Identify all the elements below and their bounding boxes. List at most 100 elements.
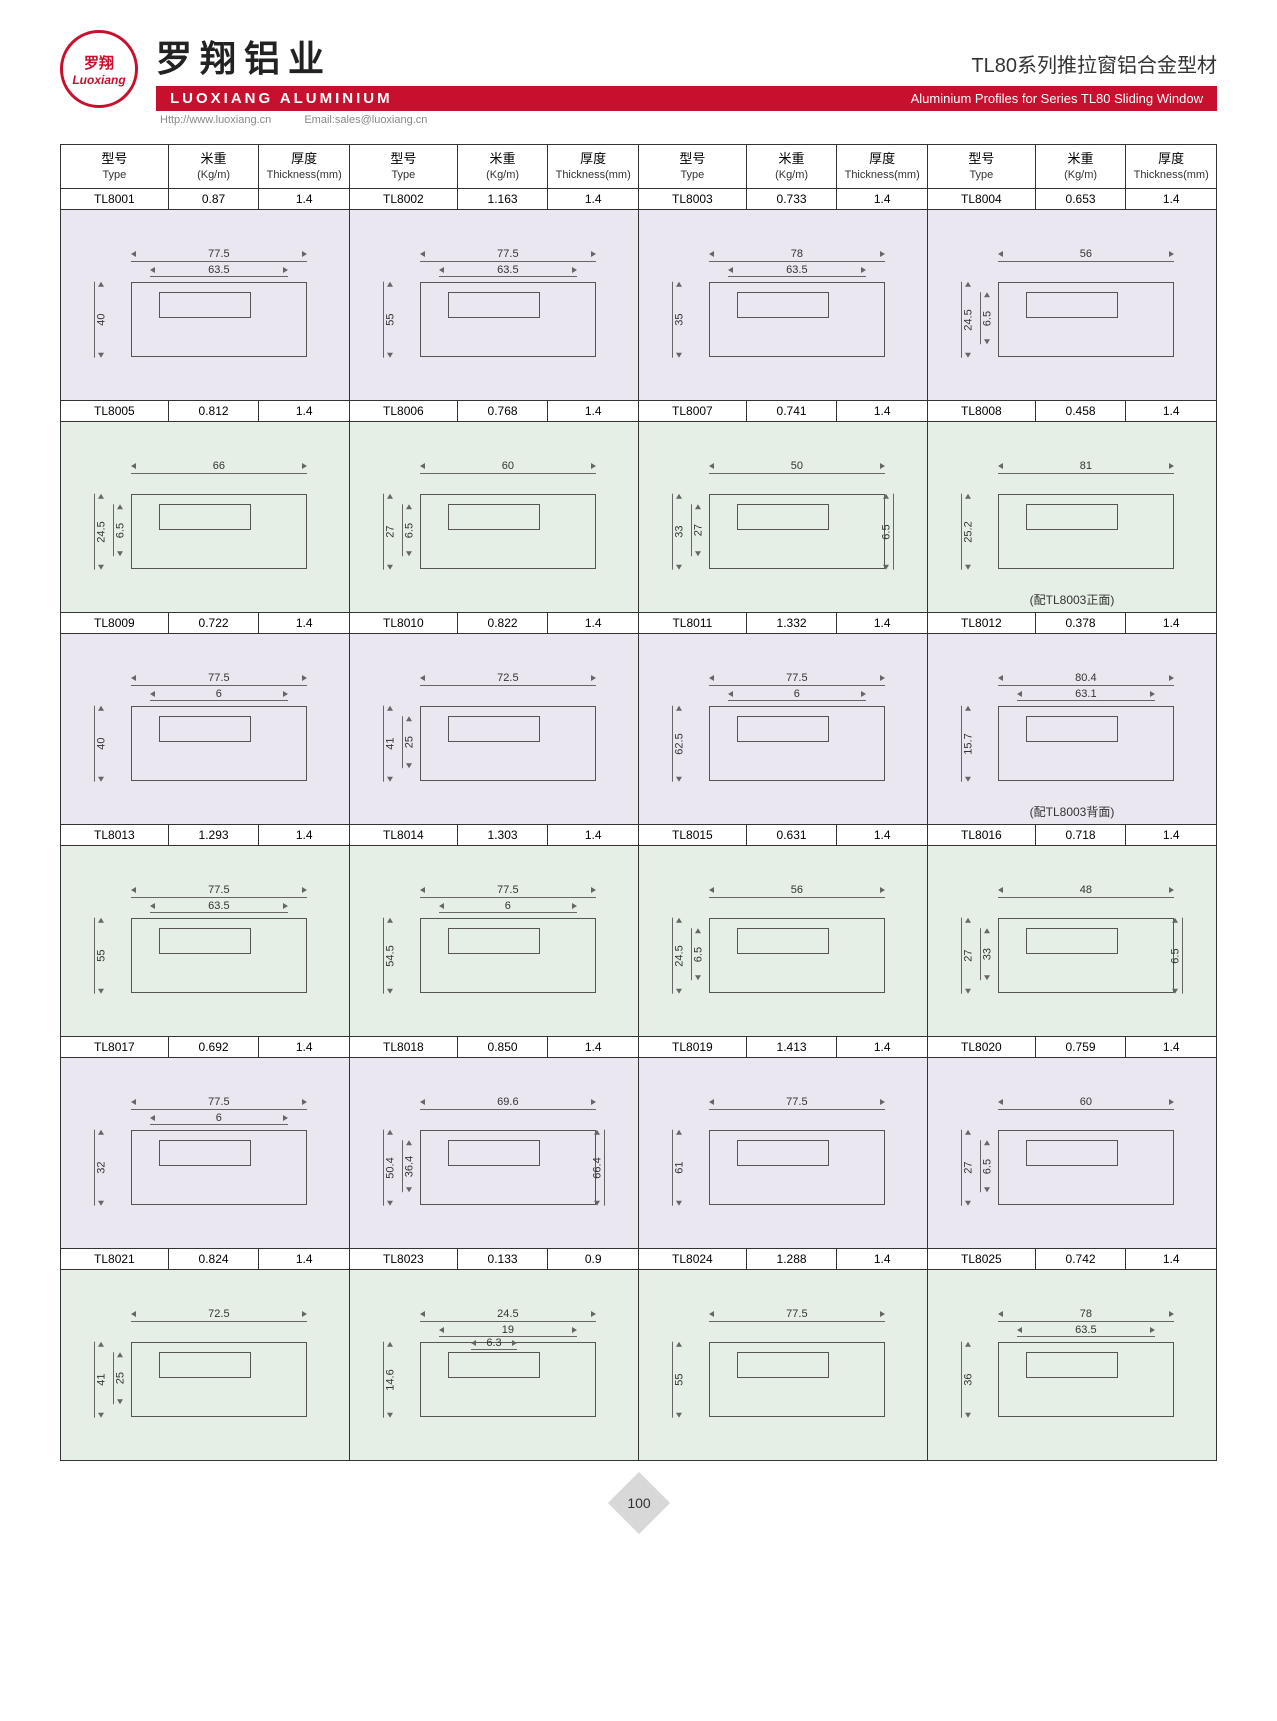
cell-weight: 1.163 (458, 189, 549, 209)
dimension-width-3: 6.3 (471, 1336, 517, 1350)
profile-drawing: 4827336.5 (928, 846, 1216, 1036)
dimension-height: 32 (94, 1130, 108, 1206)
profile-diagram: 6624.56.5 (89, 452, 320, 583)
dimension-width: 77.5 (709, 1096, 885, 1110)
cell-thickness: 1.4 (837, 189, 927, 209)
cell-weight: 0.458 (1036, 401, 1127, 421)
profile-diagram: 72.5 4125 (89, 1300, 320, 1431)
spec-group: TL80241.2881.4 (639, 1249, 928, 1269)
profile-inner (1026, 292, 1119, 318)
header-weight: 米重(Kg/m) (1036, 145, 1127, 188)
profile-diagram: 77.5640 (89, 664, 320, 795)
dimension-height: 35 (672, 282, 686, 358)
cell-weight: 1.288 (747, 1249, 838, 1269)
dimension-height: 24.5 (94, 494, 108, 570)
cell-thickness: 1.4 (837, 1037, 927, 1057)
cell-type: TL8008 (928, 401, 1036, 421)
header-thickness: 厚度Thickness(mm) (837, 145, 927, 188)
cell-thickness: 1.4 (548, 189, 638, 209)
cell-thickness: 1.4 (1126, 189, 1216, 209)
dimension-height-3: 66.4 (591, 1130, 605, 1206)
cell-type: TL8011 (639, 613, 747, 633)
spec-group: TL80250.7421.4 (928, 1249, 1216, 1269)
profile-diagram: 7863.536 (956, 1300, 1187, 1431)
dimension-width-2: 6 (728, 687, 867, 701)
spec-group: TL80131.2931.4 (61, 825, 350, 845)
spec-group: TL80230.1330.9 (350, 1249, 639, 1269)
dimension-height: 41 (94, 1342, 108, 1418)
dimension-height: 27 (961, 918, 975, 994)
dimension-width-2: 63.5 (728, 263, 867, 277)
dimension-height: 55 (383, 282, 397, 358)
profile-drawing: 77.5 61 (639, 1058, 928, 1248)
cell-thickness: 1.4 (837, 613, 927, 633)
cell-weight: 0.742 (1036, 1249, 1127, 1269)
profile-diagram: 77.555 (667, 1300, 898, 1431)
cell-type: TL8019 (639, 1037, 747, 1057)
dimension-width: 77.5 (131, 1096, 307, 1110)
cell-thickness: 1.4 (259, 189, 349, 209)
profile-inner (448, 504, 541, 530)
header-type: 型号Type (61, 145, 169, 188)
dimension-height: 24.5 (961, 282, 975, 358)
spec-group: TL80090.7221.4 (61, 613, 350, 633)
dimension-width: 60 (998, 1096, 1174, 1110)
cell-type: TL8003 (639, 189, 747, 209)
cell-type: TL8001 (61, 189, 169, 209)
cell-thickness: 1.4 (837, 825, 927, 845)
profile-drawing: 5624.56.5 (639, 846, 928, 1036)
profile-inner (1026, 928, 1119, 954)
dimension-height-2: 6.5 (113, 504, 127, 556)
profile-drawing: 6624.56.5 (61, 422, 350, 612)
dimension-width: 77.5 (420, 884, 596, 898)
dimension-width-2: 63.5 (1017, 1323, 1156, 1337)
dimension-height-3: 6.5 (1169, 918, 1183, 994)
cell-weight: 0.741 (747, 401, 838, 421)
header-group: 型号Type米重(Kg/m)厚度Thickness(mm) (350, 145, 639, 188)
dimension-width: 77.5 (709, 1308, 885, 1322)
cell-type: TL8018 (350, 1037, 458, 1057)
dimension-width: 69.6 (420, 1096, 596, 1110)
profile-diagram: 7863.5 35 (667, 240, 898, 371)
drawing-row: 77.564072.5412577.5662.580.463.115.7(配TL… (61, 634, 1216, 825)
dimension-height: 61 (672, 1130, 686, 1206)
dimension-height: 50.4 (383, 1130, 397, 1206)
dimension-height: 54.5 (383, 918, 397, 994)
cell-weight: 0.378 (1036, 613, 1127, 633)
cell-type: TL8005 (61, 401, 169, 421)
cell-thickness: 1.4 (1126, 1249, 1216, 1269)
page-header: 罗翔 Luoxiang 罗翔铝业 TL80系列推拉窗铝合金型材 LUOXIANG… (60, 30, 1217, 126)
profile-drawing: 7863.536 (928, 1270, 1216, 1460)
spec-group: TL80210.8241.4 (61, 1249, 350, 1269)
header-type: 型号Type (639, 145, 747, 188)
cell-weight: 1.303 (458, 825, 549, 845)
dimension-height-3: 6.5 (880, 494, 894, 570)
profile-drawing: 80.463.115.7(配TL8003背面) (928, 634, 1216, 824)
profile-drawing: 77.5632 (61, 1058, 350, 1248)
drawing-row: 77.563.54077.563.5557863.5355624.56.5 (61, 210, 1216, 401)
profile-drawing: 5624.56.5 (928, 210, 1216, 400)
cell-weight: 0.812 (169, 401, 260, 421)
profile-inner (159, 928, 252, 954)
cell-type: TL8014 (350, 825, 458, 845)
dimension-width: 60 (420, 460, 596, 474)
header-type: 型号Type (928, 145, 1036, 188)
spec-group: TL80080.4581.4 (928, 401, 1216, 421)
dimension-height-2: 25 (113, 1352, 127, 1404)
profile-drawing: 60276.5 (350, 422, 639, 612)
dimension-height-2: 6.5 (402, 504, 416, 556)
spec-group: TL80070.7411.4 (639, 401, 928, 421)
cell-thickness: 1.4 (548, 1037, 638, 1057)
dimension-width: 50 (709, 460, 885, 474)
spec-row: TL80010.871.4TL80021.1631.4TL80030.7331.… (61, 189, 1216, 210)
dimension-width: 72.5 (131, 1308, 307, 1322)
cell-type: TL8007 (639, 401, 747, 421)
spec-group: TL80030.7331.4 (639, 189, 928, 209)
profile-diagram: 77.5632 (89, 1088, 320, 1219)
spec-group: TL80010.871.4 (61, 189, 350, 209)
profile-inner (737, 928, 830, 954)
dimension-width: 78 (709, 248, 885, 262)
dimension-height-2: 36.4 (402, 1140, 416, 1192)
dimension-width-2: 63.1 (1017, 687, 1156, 701)
cell-type: TL8025 (928, 1249, 1036, 1269)
